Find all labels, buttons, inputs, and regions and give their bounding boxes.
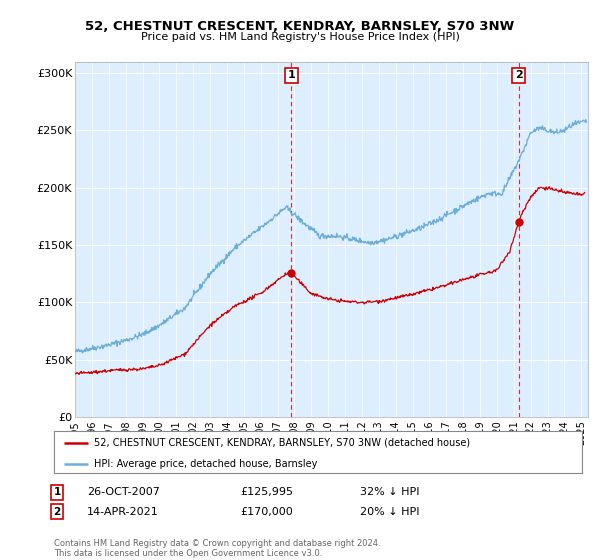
Text: 26-OCT-2007: 26-OCT-2007 bbox=[87, 487, 160, 497]
Text: 1: 1 bbox=[287, 71, 295, 81]
Text: 20% ↓ HPI: 20% ↓ HPI bbox=[360, 507, 419, 517]
Text: 52, CHESTNUT CRESCENT, KENDRAY, BARNSLEY, S70 3NW (detached house): 52, CHESTNUT CRESCENT, KENDRAY, BARNSLEY… bbox=[94, 437, 470, 447]
Text: Contains HM Land Registry data © Crown copyright and database right 2024.
This d: Contains HM Land Registry data © Crown c… bbox=[54, 539, 380, 558]
Text: 2: 2 bbox=[515, 71, 523, 81]
Text: 1: 1 bbox=[53, 487, 61, 497]
Text: HPI: Average price, detached house, Barnsley: HPI: Average price, detached house, Barn… bbox=[94, 459, 317, 469]
Text: Price paid vs. HM Land Registry's House Price Index (HPI): Price paid vs. HM Land Registry's House … bbox=[140, 32, 460, 42]
Text: £125,995: £125,995 bbox=[240, 487, 293, 497]
Text: 14-APR-2021: 14-APR-2021 bbox=[87, 507, 159, 517]
Text: 32% ↓ HPI: 32% ↓ HPI bbox=[360, 487, 419, 497]
Text: 2: 2 bbox=[53, 507, 61, 517]
Text: 52, CHESTNUT CRESCENT, KENDRAY, BARNSLEY, S70 3NW: 52, CHESTNUT CRESCENT, KENDRAY, BARNSLEY… bbox=[85, 20, 515, 32]
Text: £170,000: £170,000 bbox=[240, 507, 293, 517]
